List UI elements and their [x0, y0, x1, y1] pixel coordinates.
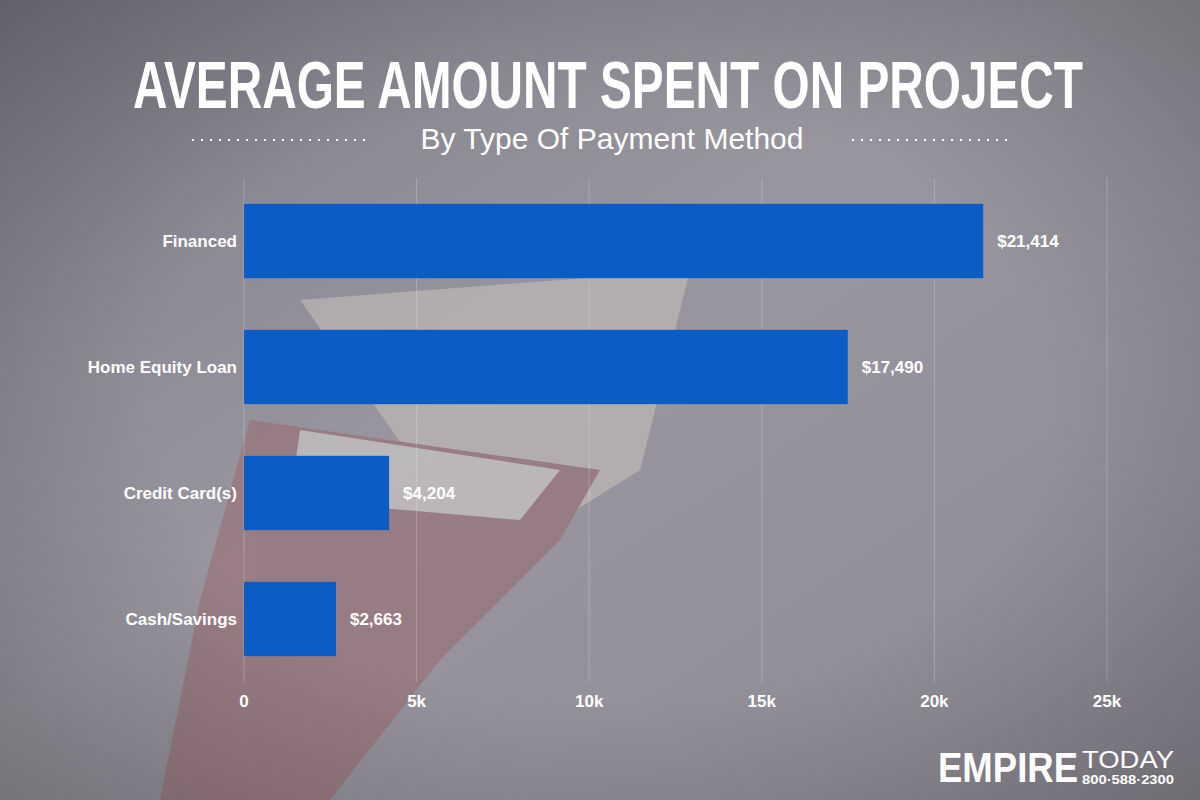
subtitle-rule — [852, 139, 1010, 141]
category-label: Home Equity Loan — [88, 358, 237, 377]
bar — [244, 330, 848, 404]
brand-name-suffix: TODAY — [1082, 746, 1174, 773]
bar — [244, 456, 389, 530]
chart-subtitle: By Type Of Payment Method — [421, 122, 804, 155]
chart-svg: AVERAGE AMOUNT SPENT ON PROJECTBy Type O… — [0, 0, 1200, 800]
chart-title: AVERAGE AMOUNT SPENT ON PROJECT — [133, 48, 1083, 122]
bars — [244, 204, 983, 656]
x-tick-label: 25k — [1093, 692, 1122, 711]
brand-name: EMPIRE — [938, 744, 1078, 791]
data-label: $2,663 — [350, 610, 402, 629]
data-label: $17,490 — [862, 358, 923, 377]
background — [0, 0, 1200, 800]
bar — [244, 204, 983, 278]
x-tick-label: 10k — [575, 692, 604, 711]
brand-phone: 800·588·2300 — [1082, 773, 1174, 787]
category-label: Cash/Savings — [126, 610, 238, 629]
x-tick-label: 15k — [748, 692, 777, 711]
x-tick-label: 20k — [920, 692, 949, 711]
data-label: $21,414 — [997, 232, 1059, 251]
subtitle-rule — [192, 139, 372, 141]
chart-root: AVERAGE AMOUNT SPENT ON PROJECTBy Type O… — [0, 0, 1200, 800]
x-tick-label: 0 — [239, 692, 248, 711]
labels: Financed $21,414 Home Equity Loan $17,490 Cr… — [88, 232, 1059, 629]
data-label: $4,204 — [403, 484, 456, 503]
vignette — [0, 0, 1200, 800]
bar — [244, 582, 336, 656]
grid — [244, 178, 1107, 682]
category-label: Credit Card(s) — [124, 484, 237, 503]
brand-logo: EMPIRETODAY800·588·2300 — [938, 744, 1174, 791]
grid-line — [1107, 178, 1108, 682]
x-tick-label: 5k — [407, 692, 426, 711]
category-label: Financed — [162, 232, 237, 251]
